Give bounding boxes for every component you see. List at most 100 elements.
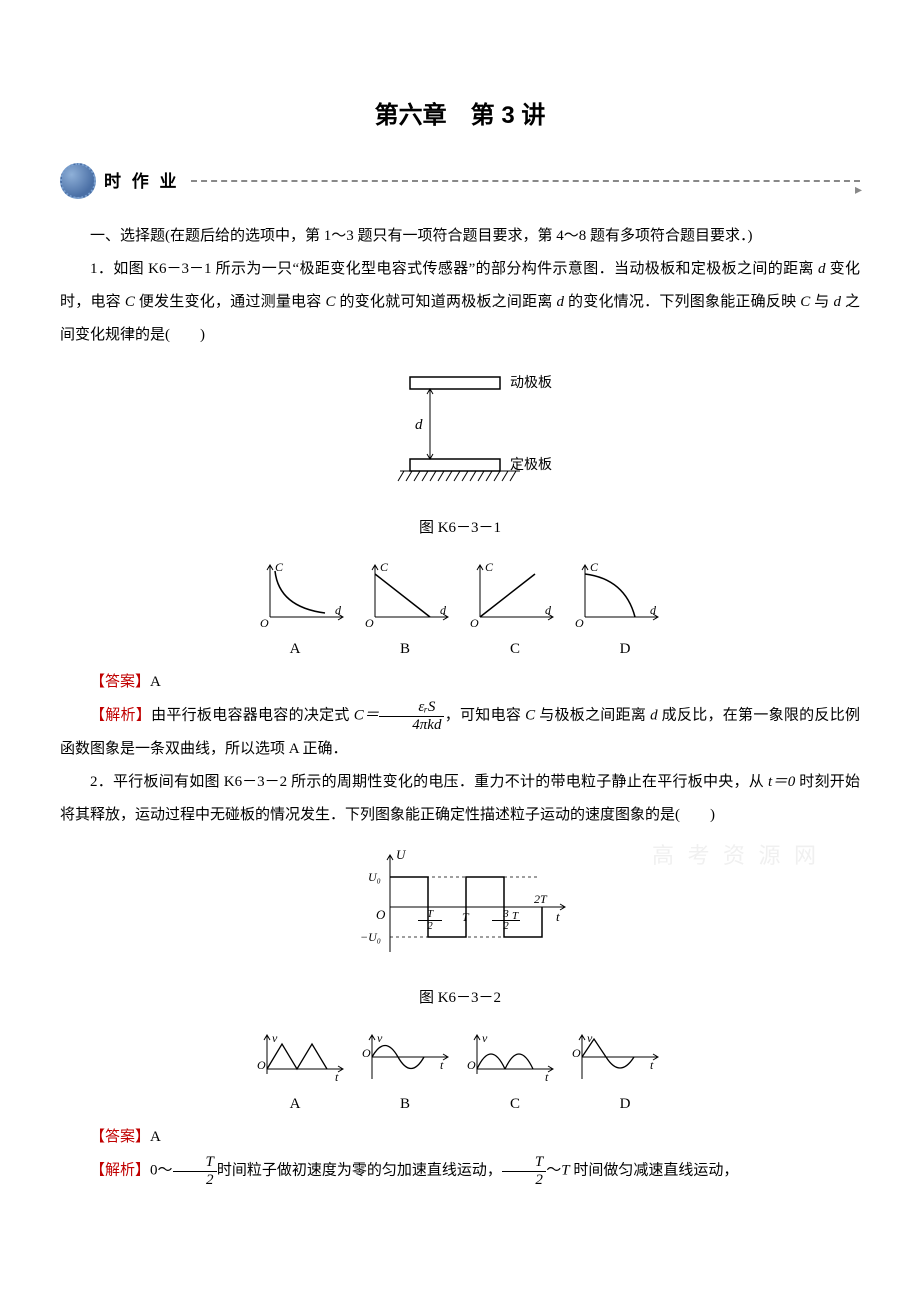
q2-options-graphs: v t O v t O v t O v t O	[60, 1029, 860, 1084]
q1-c2: C	[325, 294, 335, 310]
q2-t2-den: 2	[173, 1172, 217, 1189]
q1-exp-b: ，可知电容	[444, 708, 525, 724]
q1-opt-c: C	[468, 633, 563, 666]
q1-text-e: 的变化情况．下列图象能正确反映	[564, 294, 800, 310]
q2-t2-num-2: T	[502, 1154, 546, 1172]
axis-c: C	[380, 560, 389, 574]
moving-plate-label: 动极板	[510, 375, 552, 391]
t-full: T	[462, 910, 470, 924]
q2-answer: A	[150, 1129, 161, 1145]
axis-o: O	[365, 616, 374, 629]
homework-badge-icon	[60, 163, 96, 199]
answer-label: 【答案】	[90, 1129, 150, 1145]
t2-den: 2	[418, 921, 442, 932]
q2-t0: t＝0	[768, 774, 795, 790]
q1-answer: A	[150, 674, 161, 690]
q1-fig-caption: 图 K6－3－1	[60, 512, 860, 545]
q1-exp-c-var: C	[525, 708, 535, 724]
q2-option-labels: A B C D	[60, 1088, 860, 1121]
q2-t2-frac-2: T2	[502, 1154, 546, 1188]
t2x: 2T	[534, 892, 548, 906]
q2-opt-c: C	[468, 1088, 563, 1121]
d-label: d	[415, 417, 423, 433]
q2-exp-b: 时间粒子做初速度为零的匀加速直线运动，	[217, 1163, 502, 1179]
axis-c: C	[485, 560, 494, 574]
axis-d: d	[545, 603, 552, 617]
axis-d: d	[650, 603, 657, 617]
q1-exp-a: 由平行板电容器电容的决定式	[151, 708, 354, 724]
explain-label: 【解析】	[90, 708, 151, 724]
q1-option-labels: A B C D	[60, 633, 860, 666]
explain-label: 【解析】	[90, 1163, 150, 1179]
q1-options-graphs: C d O C d O C d O C d O	[60, 559, 860, 629]
chapter-title: 第六章 第 3 讲	[60, 90, 860, 143]
q2-opt-b: B	[358, 1088, 453, 1121]
axis-o: O	[260, 616, 269, 629]
u0p-label: U₀	[368, 870, 381, 884]
q2-t2-den-2: 2	[502, 1172, 546, 1189]
q2-t-var: T	[561, 1163, 569, 1179]
o-label: O	[376, 907, 386, 922]
q2-opt-d: D	[578, 1088, 673, 1121]
q1-d3: d	[833, 294, 841, 310]
q1-d2: d	[557, 294, 565, 310]
axis-o: O	[572, 1046, 581, 1060]
homework-bar: 时 作 业 ▸	[60, 163, 860, 200]
axis-d: d	[335, 603, 342, 617]
q1-text-c: 便发生变化，通过测量电容	[135, 294, 326, 310]
q1-answer-line: 【答案】A	[60, 666, 860, 699]
axis-o: O	[467, 1058, 476, 1072]
t32-den: 2	[492, 921, 520, 932]
q1-graph-a: C d O	[255, 559, 350, 629]
q1-text-f: 与	[810, 294, 833, 310]
u-label: U	[396, 847, 407, 862]
answer-label: 【答案】	[90, 674, 150, 690]
axis-o: O	[575, 616, 584, 629]
u0n-label: −U₀	[360, 930, 381, 944]
axis-o: O	[257, 1058, 266, 1072]
q1-opt-b: B	[358, 633, 453, 666]
q2-opt-a: A	[248, 1088, 343, 1121]
q2-figure: U t O U₀ −U₀ T 2 T 3 2 T 2T	[60, 847, 860, 967]
q1-exp-c: 与极板之间距离	[535, 708, 650, 724]
q2-fig-caption: 图 K6－3－2	[60, 982, 860, 1015]
q2-graph-b: v t O	[360, 1029, 455, 1084]
q1-figure: 动极板 d 定极板	[60, 367, 860, 497]
formula-num: εᵣS	[379, 699, 444, 717]
axis-v: v	[377, 1031, 383, 1045]
axis-c: C	[590, 560, 599, 574]
axis-o: O	[362, 1046, 371, 1060]
instruction-text: 一、选择题(在题后给的选项中，第 1～3 题只有一项符合题目要求，第 4～8 题…	[60, 220, 860, 253]
q1-opt-a: A	[248, 633, 343, 666]
axis-v: v	[482, 1031, 488, 1045]
axis-d: d	[440, 603, 447, 617]
q1-c1: C	[125, 294, 135, 310]
axis-c: C	[275, 560, 284, 574]
q2-stem: 2．平行板间有如图 K6－3－2 所示的周期性变化的电压．重力不计的带电粒子静止…	[60, 766, 860, 832]
formula-den: 4πkd	[379, 717, 444, 734]
q2-graph-d: v t O	[570, 1029, 665, 1084]
axis-v: v	[272, 1031, 278, 1045]
q1-stem: 1．如图 K6－3－1 所示为一只“极距变化型电容式传感器”的部分构件示意图．当…	[60, 253, 860, 352]
q1-explanation: 【解析】由平行板电容器电容的决定式 C＝εᵣS4πkd，可知电容 C 与极板之间…	[60, 699, 860, 766]
q2-exp-a: 0～	[150, 1163, 173, 1179]
axis-o: O	[470, 616, 479, 629]
q1-graph-d: C d O	[570, 559, 665, 629]
t32-t: T	[512, 910, 519, 922]
q1-exp-d-var: d	[650, 708, 658, 724]
axis-v: v	[587, 1031, 593, 1045]
capacitor-diagram: 动极板 d 定极板	[360, 367, 560, 497]
q2-graph-c: v t O	[465, 1029, 560, 1084]
q2-answer-line: 【答案】A	[60, 1121, 860, 1154]
q2-exp-d: 时间做匀减速直线运动，	[570, 1163, 739, 1179]
q2-text-a: 2．平行板间有如图 K6－3－2 所示的周期性变化的电压．重力不计的带电粒子静止…	[90, 774, 768, 790]
dashed-line: ▸	[191, 180, 860, 182]
formula-lhs: C＝	[354, 708, 380, 724]
q1-c3: C	[800, 294, 810, 310]
formula-frac: εᵣS4πkd	[379, 699, 444, 733]
q2-t2-num: T	[173, 1154, 217, 1172]
q1-text-a: 1．如图 K6－3－1 所示为一只“极距变化型电容式传感器”的部分构件示意图．当…	[90, 261, 818, 277]
q2-graph-a: v t O	[255, 1029, 350, 1084]
t-label: t	[556, 909, 560, 924]
q2-exp-c: ～	[546, 1163, 561, 1179]
